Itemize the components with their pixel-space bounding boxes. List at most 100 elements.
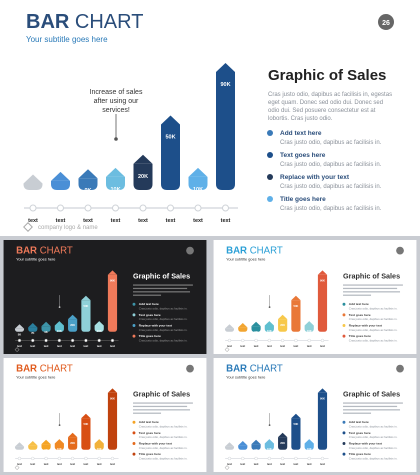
category-label: text: [254, 462, 259, 466]
axis-dot: [17, 456, 22, 461]
list-item-text: Cras justo odio, dapibus ac facilisis in…: [349, 446, 398, 450]
thumbnail-blue[interactable]: BAR CHART Your subtitle goes here 5K text 7K…: [212, 358, 418, 472]
thumbnail-orange[interactable]: BAR CHART Your subtitle goes here 5K text 7K…: [2, 358, 208, 472]
category-label: text: [221, 218, 231, 224]
list-bullet: [342, 420, 346, 424]
bar-value-label: 5K: [18, 450, 21, 454]
main-slide[interactable]: BAR CHART Your subtitle goes here 26 5K text…: [0, 0, 420, 236]
title-rest: CHART: [247, 246, 283, 257]
bar-arrow-head: [251, 439, 261, 445]
category-label: text: [110, 462, 115, 466]
page-subtitle: Your subtitle goes here: [226, 375, 265, 379]
category-label: text: [57, 344, 62, 348]
title-bold: BAR: [26, 11, 70, 33]
bar-value-label: 20K: [280, 441, 285, 445]
category-label: text: [240, 344, 245, 348]
category-label: text: [17, 462, 22, 466]
axis-dot: [31, 338, 35, 343]
bar-arrow-head: [238, 440, 248, 446]
axis-dot: [267, 456, 272, 461]
list-item-text: Cras justo odio, dapibus ac facilisis in…: [280, 140, 382, 146]
axis-dot: [241, 456, 245, 461]
thumbnail-teal[interactable]: BAR CHART Your subtitle goes here 5K text 7K…: [212, 240, 418, 354]
axis-dot: [57, 338, 62, 343]
list-item-title: Replace with your text: [349, 441, 382, 445]
list-item-text: Cras justo odio, dapibus ac facilisis in…: [349, 338, 398, 342]
bar-arrow-head: [317, 270, 328, 275]
list-item-title: Add text here: [280, 130, 322, 137]
list-bullet: [132, 420, 136, 424]
paragraph-line: [133, 409, 191, 411]
paragraph-line: [133, 287, 188, 290]
category-label: text: [70, 344, 75, 348]
axis-dot: [254, 338, 258, 343]
list-item-text: Cras justo odio, dapibus ac facilisis in…: [349, 456, 398, 460]
section-heading: Graphic of Sales: [133, 390, 190, 399]
bar: [68, 319, 78, 332]
list-item-title: Add text here: [349, 302, 369, 306]
bar-arrow-head: [23, 174, 43, 184]
list-bullet: [132, 302, 136, 306]
page-number-badge: [396, 246, 404, 255]
main-slide-canvas: BAR CHART Your subtitle goes here 26 5K text…: [0, 0, 420, 236]
bar: [317, 274, 328, 332]
list-item-text: Cras justo odio, dapibus ac facilisis in…: [349, 328, 398, 332]
list-item-text: Cras justo odio, dapibus ac facilisis in…: [349, 307, 398, 311]
list-item-title: Title goes here: [139, 452, 161, 456]
page-number-badge: [186, 364, 194, 373]
bar-value-label: 10K: [57, 329, 62, 333]
bar: [278, 319, 288, 332]
list-item-title: Add text here: [139, 302, 159, 306]
bar-value-label: 20K: [280, 323, 285, 327]
bar: [28, 445, 38, 450]
title-bold: BAR: [16, 364, 37, 375]
bar: [68, 437, 78, 450]
axis-dot: [112, 204, 119, 212]
bar: [238, 445, 248, 450]
category-label: text: [57, 462, 62, 466]
bar: [304, 325, 314, 332]
bar-value-label: 50K: [293, 304, 298, 308]
title-bold: BAR: [16, 246, 37, 257]
bar-value-label: 50K: [165, 134, 175, 140]
list-item-text: Cras justo odio, dapibus ac facilisis in…: [139, 328, 188, 332]
thumbnail-dark[interactable]: BAR CHART Your subtitle goes here 5K text 7K…: [2, 240, 208, 354]
bar: [54, 443, 64, 450]
list-item-title: Text goes here: [139, 313, 161, 317]
paragraph-line: [343, 294, 372, 296]
bar-arrow-head: [68, 432, 78, 438]
logo-icon: [23, 222, 33, 232]
list-item-title: Text goes here: [349, 313, 371, 317]
page-title: BAR CHART: [226, 246, 283, 257]
bar-value-label: 9K: [44, 330, 47, 334]
list-bullet: [342, 324, 346, 327]
list-item-title: Text goes here: [139, 431, 161, 435]
bar-value-label: 20K: [138, 174, 148, 180]
bar-value-label: 10K: [97, 329, 102, 333]
category-label: text: [227, 344, 232, 348]
title-bold: BAR: [226, 364, 247, 375]
category-label: text: [280, 462, 285, 466]
section-heading: Graphic of Sales: [268, 67, 386, 84]
bar-arrow-head: [291, 413, 301, 419]
bar: [161, 124, 180, 190]
bar-value-label: 9K: [84, 188, 91, 194]
bar: [188, 176, 208, 190]
logo-text: company logo & name: [38, 225, 98, 231]
bar-arrow-head: [94, 439, 104, 444]
axis-dot: [139, 204, 147, 212]
description-line: lobortis. Cras justo odio.: [268, 116, 333, 122]
page-number-badge: [396, 364, 404, 373]
category-label: text: [254, 344, 259, 348]
list-item-text: Cras justo odio, dapibus ac facilisis in…: [139, 338, 188, 342]
paragraph-line: [133, 412, 162, 414]
list-bullet: [132, 452, 136, 456]
title-rest: CHART: [37, 246, 73, 257]
logo-icon: [224, 347, 230, 353]
bar: [317, 392, 328, 450]
axis-dot: [29, 204, 37, 212]
bar: [28, 327, 38, 332]
bar: [94, 325, 104, 332]
bar-value-label: 5K: [228, 332, 231, 336]
bar-value-label: 7K: [241, 331, 244, 335]
